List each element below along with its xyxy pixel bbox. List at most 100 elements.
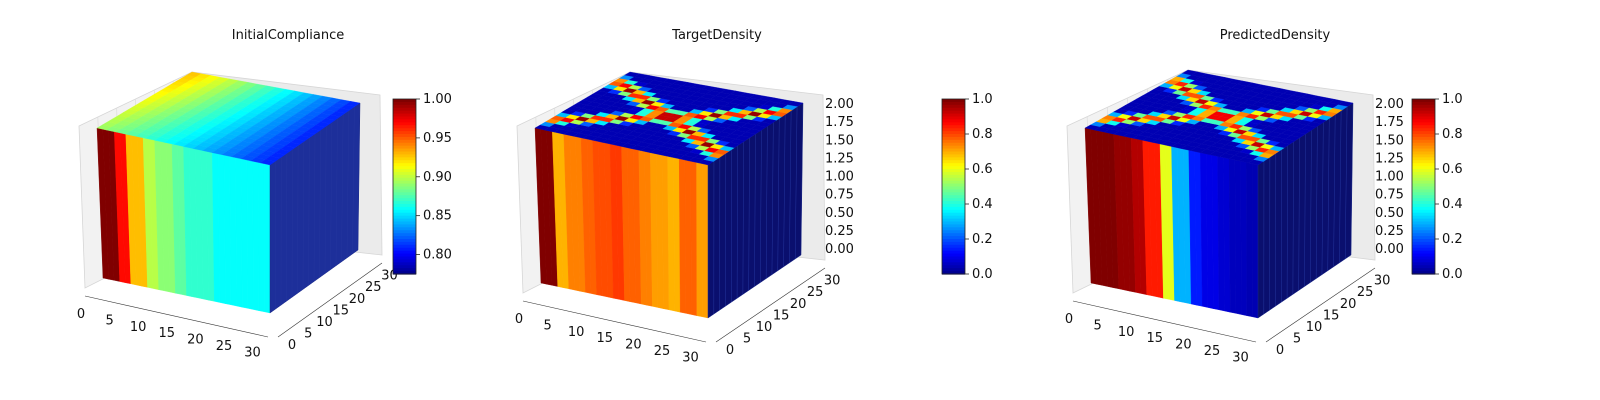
panel-2-colorbar-segment <box>1412 230 1435 234</box>
panel-2-right-face-line <box>1321 122 1324 275</box>
panel-2-colorbar-segment <box>1412 148 1435 153</box>
panel-1-colorbar-tick-label: 0.6 <box>972 162 993 177</box>
panel-2-x-tick-label: 15 <box>1147 331 1164 346</box>
panel-1-colorbar-segment <box>942 174 965 179</box>
panel-1-z-tick-label: 1.25 <box>825 151 854 166</box>
panel-2-colorbar-segment <box>1412 262 1435 266</box>
panel-1-right-face-line <box>777 118 780 271</box>
panel-0-colorbar-segment <box>393 125 416 129</box>
panel-2-front-face-strip <box>1228 158 1236 314</box>
panel-1-colorbar-segment <box>942 259 965 263</box>
panel-1-colorbar-segment <box>942 227 965 231</box>
panel-2-z-tick-label: 2.00 <box>1375 97 1404 112</box>
panel-1-colorbar-segment <box>942 107 965 112</box>
panel-0-colorbar-segment <box>393 116 416 121</box>
panel-0-y-tick-label: 20 <box>349 292 366 307</box>
panel-2-z-tick-label: 1.25 <box>1375 151 1404 166</box>
panel-1-colorbar-tick-label: 0.0 <box>972 267 993 282</box>
panel-0-x-axis-line <box>84 295 269 338</box>
panel-2-colorbar-segment <box>1412 239 1435 243</box>
panel-2-right-face-line <box>1333 114 1336 267</box>
panel-0-colorbar-segment <box>393 221 416 226</box>
panel-2-right-face-line <box>1327 118 1330 271</box>
panel-1-colorbar-segment <box>942 212 965 217</box>
panel-2-colorbar-segment <box>1412 215 1435 220</box>
panel-0-colorbar-segment <box>393 113 416 118</box>
panel-2-colorbar-segment <box>1412 189 1435 193</box>
panel-2-colorbar-segment <box>1412 160 1435 164</box>
panel-2-colorbar-segment <box>1412 201 1435 205</box>
panel-0-colorbar-segment <box>393 271 416 275</box>
panel-2-colorbar-segment <box>1412 110 1435 115</box>
panel-2-y-tick-label: 30 <box>1374 274 1391 289</box>
panel-0-right-face-line <box>313 133 316 282</box>
panel-0-right-face-line <box>330 122 333 270</box>
panel-0-colorbar-segment <box>393 142 416 147</box>
panel-0-y-axis-line <box>277 262 383 338</box>
panel-2-y-tick-label: 0 <box>1276 343 1284 358</box>
panel-0-colorbar-segment <box>393 171 416 176</box>
panel-2-z-tick-label: 0.50 <box>1375 206 1404 221</box>
panel-1-colorbar-segment <box>942 253 965 258</box>
panel-0-colorbar-segment <box>393 192 416 196</box>
panel-0-y-tick-label: 15 <box>332 303 349 318</box>
panel-0-front-face-strip <box>252 161 260 311</box>
panel-2-z-tick-label: 0.00 <box>1375 242 1404 257</box>
panel-2-right-face-line <box>1304 133 1306 287</box>
panel-1-colorbar-segment <box>942 99 965 103</box>
panel-2-x-tick-label: 25 <box>1204 344 1221 359</box>
panel-0-colorbar-segment <box>393 99 416 103</box>
panel-1-colorbar-segment <box>942 145 965 150</box>
panel-1-colorbar-segment <box>942 236 965 240</box>
panel-0-colorbar-segment <box>393 212 416 217</box>
panel-0-x-tick-label: 5 <box>105 313 113 328</box>
panel-2-colorbar-segment <box>1412 113 1435 118</box>
panel-1-z-tick-label: 0.75 <box>825 188 854 203</box>
panel-1-colorbar-segment <box>942 268 965 272</box>
panel-0-y-tick-label: 0 <box>288 338 296 353</box>
panel-1-y-tick-label: 30 <box>824 274 841 289</box>
panel-1-colorbar-segment <box>942 113 965 118</box>
panel-2-y-tick-label: 5 <box>1293 331 1301 346</box>
panel-2-right-face-line <box>1344 106 1348 259</box>
panel-1-colorbar-segment <box>942 104 965 109</box>
panel-2-x-axis-line <box>1072 300 1257 343</box>
panel-0-colorbar-segment <box>393 136 416 141</box>
panel-0-colorbar-segment <box>393 119 416 123</box>
panel-2-colorbar-segment <box>1412 195 1435 199</box>
panel-2-x-tick-label: 20 <box>1175 338 1192 353</box>
plot-title-target-density: TargetDensity <box>671 28 762 43</box>
panel-2-colorbar-segment <box>1412 171 1435 176</box>
panel-1-colorbar-segment <box>942 139 965 144</box>
panel-0-colorbar-segment <box>393 209 416 214</box>
panel-1-z-tick-label: 0.00 <box>825 242 854 257</box>
panel-1-colorbar-segment <box>942 183 965 188</box>
panel-1-colorbar-segment <box>942 116 965 121</box>
panel-1-colorbar-segment <box>942 192 965 196</box>
panel-1-colorbar-segment <box>942 265 965 269</box>
panel-1-colorbar-tick-label: 0.8 <box>972 127 993 142</box>
panel-2-z-tick-label: 1.75 <box>1375 115 1404 130</box>
panel-1-y-tick-label: 20 <box>790 297 807 312</box>
panel-0-colorbar-segment <box>393 236 416 240</box>
panel-0-colorbar-segment <box>393 169 416 173</box>
panel-1-colorbar-segment <box>942 136 965 141</box>
panel-2-colorbar-segment <box>1412 218 1435 223</box>
panel-1-y-tick-label: 0 <box>726 343 734 358</box>
panel-0-colorbar-segment <box>393 151 416 156</box>
panel-1-colorbar-tick-label: 1.0 <box>972 92 993 107</box>
panel-1-y-tick-label: 15 <box>773 308 790 323</box>
panel-2-colorbar-segment <box>1412 134 1435 138</box>
panel-2-colorbar-segment <box>1412 233 1435 237</box>
panel-0-colorbar-segment <box>393 206 416 211</box>
panel-1-colorbar-segment <box>942 125 965 129</box>
panel-2-z-tick-label: 0.25 <box>1375 224 1404 239</box>
panel-2-colorbar-segment <box>1412 107 1435 112</box>
panel-0-colorbar-segment <box>393 215 416 220</box>
panel-1-colorbar-segment <box>942 122 965 126</box>
panel-2-colorbar-segment <box>1412 131 1435 135</box>
panel-2-colorbar-segment <box>1412 142 1435 147</box>
panel-2-colorbar-segment <box>1412 244 1435 249</box>
panel-1-x-tick-label: 25 <box>654 344 671 359</box>
panel-2-colorbar-segment <box>1412 122 1435 126</box>
